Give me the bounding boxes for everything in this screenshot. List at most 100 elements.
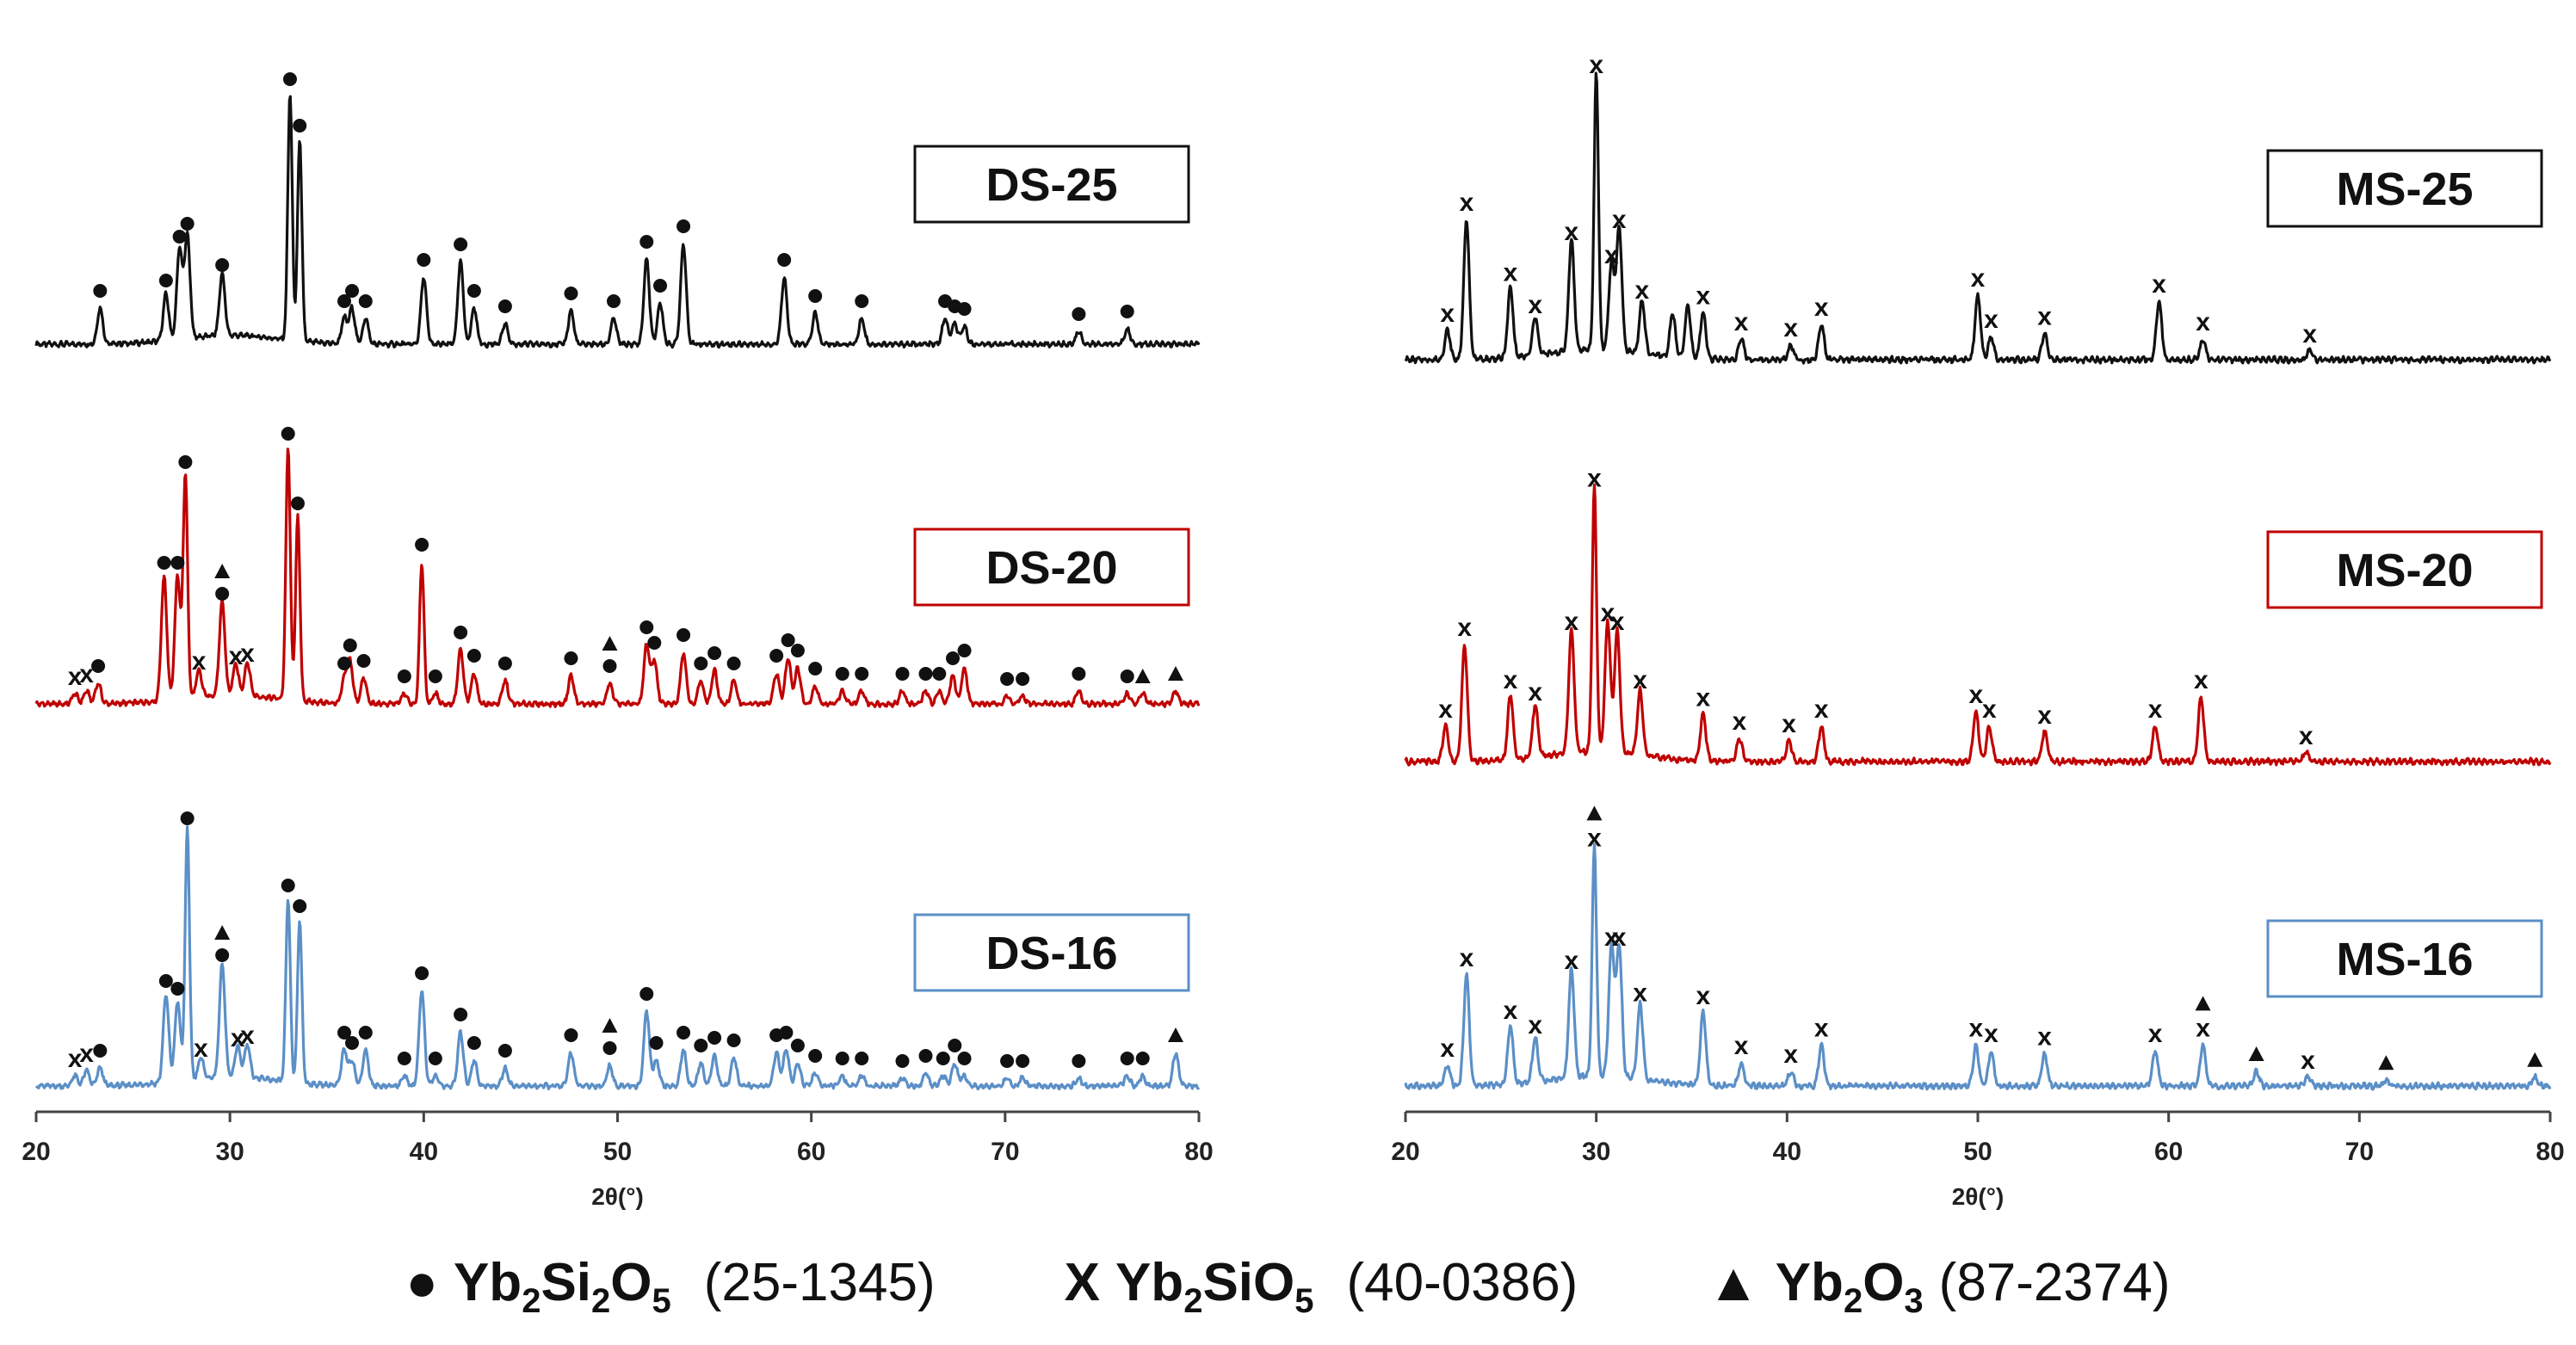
dot-marker bbox=[1135, 1052, 1150, 1065]
x-marker: x bbox=[1696, 282, 1710, 311]
dot-marker bbox=[1120, 1052, 1134, 1065]
dot-marker bbox=[178, 455, 193, 469]
series-ds-25: DS-25 bbox=[34, 72, 1201, 349]
legend: ● Yb2Si2O5 (25-1345) X Yb2SiO5 (40-0386)… bbox=[0, 1231, 2576, 1334]
dot-marker bbox=[215, 948, 230, 962]
x-marker: x bbox=[1528, 1011, 1542, 1040]
dot-marker bbox=[946, 651, 961, 665]
dot-marker bbox=[397, 1052, 411, 1065]
dot-marker bbox=[293, 119, 307, 133]
dot-marker bbox=[1120, 669, 1134, 683]
dot-marker bbox=[397, 669, 411, 683]
dot-marker bbox=[808, 289, 823, 303]
x-marker: x bbox=[192, 647, 207, 676]
x-marker: x bbox=[68, 663, 83, 691]
triangle-marker bbox=[602, 636, 618, 651]
dot-marker bbox=[948, 1039, 962, 1052]
sample-label-ds-20: DS-20 bbox=[985, 542, 1117, 594]
dot-marker bbox=[497, 657, 512, 670]
dot-marker bbox=[895, 1054, 910, 1068]
dot-marker bbox=[290, 497, 305, 510]
x-marker: x bbox=[1565, 947, 1579, 975]
dot-marker bbox=[936, 1052, 950, 1065]
trace-ms-16 bbox=[1404, 842, 2552, 1091]
dot-marker bbox=[337, 657, 352, 670]
dot-marker bbox=[466, 649, 481, 663]
x-tick-label: 30 bbox=[215, 1138, 244, 1166]
x-tick-label: 50 bbox=[1963, 1138, 1992, 1166]
dot-marker bbox=[281, 427, 295, 441]
triangle-marker bbox=[214, 564, 231, 578]
dot-marker bbox=[358, 294, 373, 308]
x-marker: x bbox=[1968, 1014, 1983, 1042]
x-marker: x bbox=[2302, 320, 2317, 349]
legend-item-yb2sio5: X Yb2SiO5 (40-0386) bbox=[1065, 1252, 1578, 1318]
sample-label-ms-20: MS-20 bbox=[2336, 545, 2473, 596]
dot-marker bbox=[454, 1008, 468, 1021]
x-marker: x bbox=[1587, 465, 1602, 493]
x-tick-label: 60 bbox=[2154, 1138, 2183, 1166]
legend-item-yb2o3: ▲ Yb2O3 (87-2374) bbox=[1707, 1252, 2171, 1318]
x-marker: x bbox=[1696, 982, 1710, 1010]
x-tick-label: 30 bbox=[1582, 1138, 1610, 1166]
triangle-marker bbox=[2195, 996, 2211, 1011]
dot-marker bbox=[918, 667, 933, 681]
x-marker: x bbox=[2196, 308, 2210, 336]
x-marker: x bbox=[2194, 666, 2208, 694]
dot-marker bbox=[497, 299, 512, 313]
x-marker: x bbox=[79, 1040, 94, 1068]
x-marker: x bbox=[1814, 293, 1829, 322]
dot-marker bbox=[1072, 1054, 1086, 1068]
x-marker: x bbox=[1984, 1020, 1998, 1048]
x-marker: x bbox=[2037, 701, 2052, 730]
triangle-marker bbox=[1167, 1027, 1183, 1042]
sample-label-ms-25: MS-25 bbox=[2336, 163, 2473, 215]
x-tick-label: 60 bbox=[797, 1138, 825, 1166]
legend-card-yb2o3: (87-2374) bbox=[1938, 1252, 2171, 1312]
x-marker: x bbox=[1734, 1032, 1749, 1060]
triangle-marker bbox=[2378, 1055, 2394, 1070]
x-marker: x bbox=[1612, 923, 1627, 952]
dot-marker bbox=[694, 657, 708, 670]
x-marker: x bbox=[1782, 710, 1796, 738]
dot-marker bbox=[358, 1026, 373, 1040]
x-marker: x bbox=[1565, 218, 1579, 246]
dot-marker bbox=[1000, 672, 1015, 686]
dot-marker bbox=[93, 1044, 108, 1058]
dot-marker bbox=[1016, 1054, 1030, 1068]
dot-marker bbox=[454, 238, 468, 251]
dot-marker bbox=[1120, 305, 1134, 318]
x-marker: x bbox=[1783, 314, 1798, 342]
dot-marker bbox=[417, 253, 431, 267]
x-tick-label: 70 bbox=[2345, 1138, 2374, 1166]
x-marker: x bbox=[2196, 1014, 2210, 1042]
sample-label-box bbox=[913, 145, 1190, 224]
sample-label-ms-16: MS-16 bbox=[2336, 934, 2473, 985]
dot-marker bbox=[790, 644, 805, 657]
dot-marker bbox=[564, 651, 578, 665]
x-marker: x bbox=[1633, 979, 1647, 1008]
x-marker: x bbox=[1814, 695, 1829, 724]
x-marker: x bbox=[1587, 824, 1602, 852]
x-marker: x bbox=[1504, 996, 1518, 1025]
dot-marker bbox=[790, 1039, 805, 1052]
x-marker: x bbox=[1604, 241, 1619, 269]
dot-marker bbox=[781, 633, 795, 647]
dot-marker bbox=[172, 230, 187, 244]
dot-marker bbox=[337, 1026, 352, 1040]
x-marker: x bbox=[1734, 308, 1749, 336]
dot-marker bbox=[602, 659, 617, 673]
x-marker: x bbox=[1438, 695, 1453, 724]
dot-marker bbox=[343, 639, 357, 652]
trace-ds-16 bbox=[34, 825, 1201, 1091]
x-marker: x bbox=[1460, 188, 1474, 217]
dot-marker bbox=[415, 966, 429, 980]
dot-marker bbox=[676, 1026, 691, 1040]
dot-marker-icon: ● bbox=[405, 1252, 438, 1312]
x-marker: x bbox=[1635, 276, 1650, 305]
dot-marker bbox=[1000, 1054, 1015, 1068]
sample-label-box bbox=[2266, 919, 2543, 998]
dot-marker bbox=[676, 628, 691, 642]
